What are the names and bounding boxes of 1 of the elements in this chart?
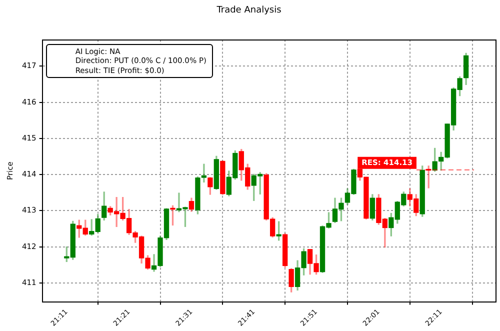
chart-title: Trade Analysis <box>216 6 282 16</box>
